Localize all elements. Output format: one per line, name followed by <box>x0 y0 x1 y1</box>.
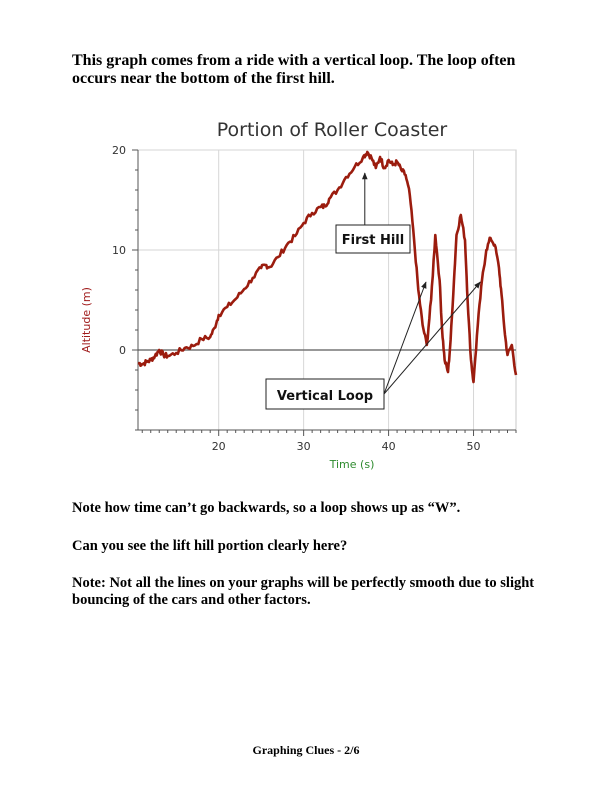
intro-paragraph: This graph comes from a ride with a vert… <box>72 52 516 87</box>
chart-title: Portion of Roller Coaster <box>217 119 448 141</box>
altitude-chart: Portion of Roller Coaster 20 30 40 50 0 10 20 Ti… <box>80 119 518 471</box>
vertical-loop-box <box>265 378 385 410</box>
y-axis-label: Altitude (m) <box>80 287 93 353</box>
vertical-loop-arrow-1 <box>383 281 427 395</box>
vertical-loop-arrow-2 <box>383 281 481 395</box>
y-tick-label: 20 <box>112 144 126 157</box>
x-tick-label: 30 <box>297 440 311 453</box>
note-w-shape: Note how time can’t go backwards, so a l… <box>72 500 461 516</box>
x-tick-label: 50 <box>467 440 481 453</box>
x-tick-label: 20 <box>212 440 226 453</box>
series-line-altitude <box>137 150 518 384</box>
y-tick-label: 0 <box>119 344 126 357</box>
page-footer: Graphing Clues - 2/6 <box>252 743 360 757</box>
vertical-loop-label: Vertical Loop <box>277 389 373 404</box>
chart-container: Portion of Roller Coaster 20 30 40 50 0 10 20 Ti… <box>76 112 526 477</box>
note-lift-hill: Can you see the lift hill portion clearl… <box>72 538 348 554</box>
x-axis-label: Time (s) <box>329 458 375 471</box>
y-tick-label: 10 <box>112 244 126 257</box>
first-hill-box <box>335 224 411 254</box>
x-tick-label: 40 <box>382 440 396 453</box>
note-smoothness: Note: Not all the lines on your graphs w… <box>72 575 535 608</box>
first-hill-label: First Hill <box>342 233 404 248</box>
